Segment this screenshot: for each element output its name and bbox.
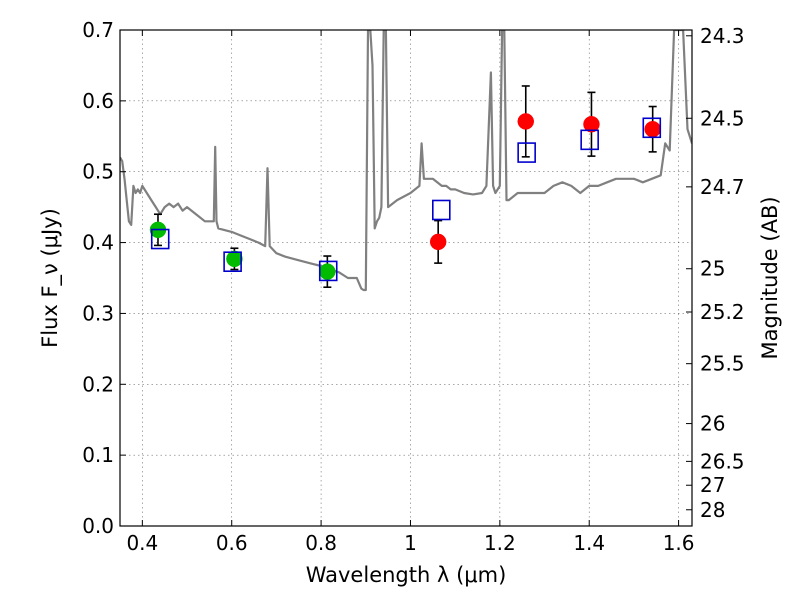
- right-tick-label: 24.3: [700, 24, 745, 48]
- green-data-point: [226, 250, 243, 268]
- model-flux-box: [150, 228, 170, 250]
- y-tick-label: 0.5: [82, 160, 114, 184]
- right-tick-label: 25: [700, 257, 725, 281]
- x-tick-label: 1: [404, 531, 417, 555]
- right-tick-label: 24.7: [700, 175, 745, 199]
- x-axis-label: Wavelength λ (μm): [306, 563, 507, 587]
- right-tick-label: 25.5: [700, 352, 745, 376]
- y-tick-label: 0.3: [82, 301, 114, 325]
- y-tick-label: 0.2: [82, 372, 114, 396]
- green-data-point: [319, 263, 336, 280]
- right-axis-label: Magnitude (AB): [758, 196, 782, 359]
- y-tick-label: 0.4: [82, 231, 114, 255]
- model-flux-box: [517, 142, 536, 163]
- x-axis-ticks: 0.4 0.6 0.8 1 1.2 1.4 1.6: [126, 30, 695, 555]
- model-flux-box: [642, 117, 662, 139]
- right-tick-label: 26.5: [700, 449, 745, 473]
- y-tick-label: 0.7: [82, 18, 114, 42]
- model-flux-box: [318, 260, 338, 282]
- model-flux-box: [580, 129, 599, 151]
- right-tick-label: 26: [700, 412, 725, 436]
- y-tick-label: 0.0: [82, 514, 114, 538]
- right-tick-label: 28: [700, 498, 725, 522]
- grid-lines: [120, 29, 692, 527]
- red-data-point: [644, 120, 661, 138]
- red-data-point: [429, 233, 447, 251]
- right-tick-label: 24.5: [700, 106, 745, 130]
- x-tick-label: 0.6: [216, 531, 248, 555]
- x-tick-label: 1.2: [484, 531, 516, 555]
- x-tick-label: 0.4: [126, 531, 158, 555]
- spectrum-layer: [120, 30, 692, 292]
- x-tick-label: 0.8: [305, 531, 337, 555]
- plot-data: [120, 30, 692, 292]
- model-flux-box: [223, 251, 242, 273]
- right-tick-label: 25.2: [700, 300, 745, 324]
- marker-layer: [149, 85, 662, 289]
- x-tick-label: 1.4: [573, 531, 605, 555]
- y-tick-label: 0.1: [82, 443, 114, 467]
- red-data-point: [517, 113, 535, 130]
- model-spectrum-line: [120, 30, 692, 292]
- model-flux-box: [432, 199, 451, 221]
- right-tick-label: 27: [700, 473, 725, 497]
- x-tick-label: 1.6: [663, 531, 695, 555]
- red-data-point: [583, 115, 600, 133]
- y-tick-label: 0.6: [82, 89, 114, 113]
- y-axis-ticks: 0.0 0.1 0.2 0.3 0.4 0.5 0.6 0.7: [82, 18, 126, 538]
- y-axis-label: Flux F_ν (μJy): [38, 208, 63, 348]
- plot-frame: [119, 29, 693, 527]
